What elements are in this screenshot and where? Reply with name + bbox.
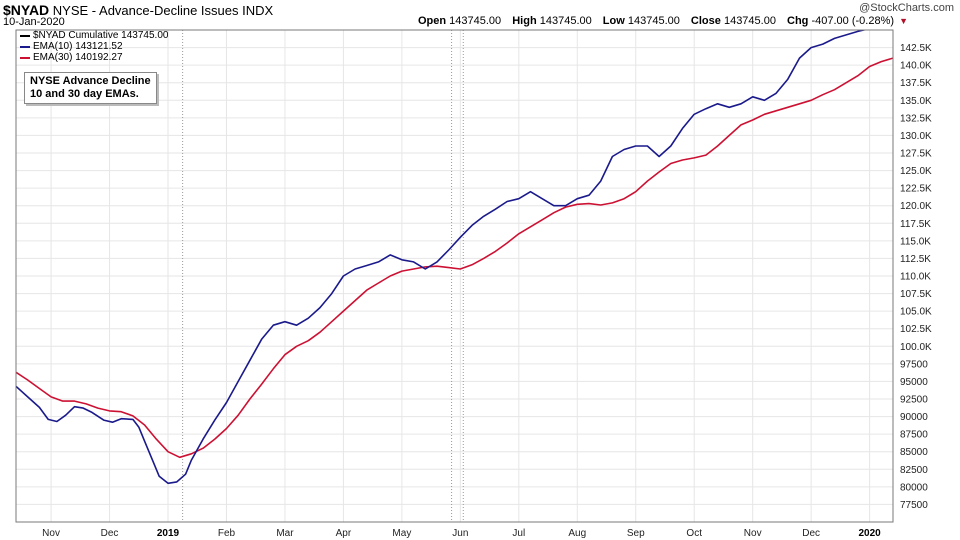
y-tick-label: 130.0K: [900, 131, 932, 142]
y-tick-label: 115.0K: [900, 236, 931, 247]
y-tick-label: 142.5K: [900, 43, 932, 54]
x-tick-label: Sep: [627, 528, 645, 539]
annotation-box: NYSE Advance Decline 10 and 30 day EMAs.: [24, 72, 157, 104]
high-label: High: [512, 15, 537, 27]
symbol: $NYAD: [3, 2, 50, 18]
high-value: 143745.00: [539, 15, 592, 27]
plot-frame: [15, 29, 894, 523]
open-label: Open: [417, 15, 447, 27]
y-tick-label: 117.5K: [900, 219, 931, 230]
y-tick-label: 125.0K: [900, 166, 932, 177]
x-tick-label: Aug: [568, 528, 586, 539]
symbol-description: NYSE - Advance-Decline Issues: [52, 3, 239, 18]
x-tick-label: Dec: [802, 528, 820, 539]
y-tick-label: 112.5K: [900, 254, 931, 265]
y-tick-label: 127.5K: [900, 149, 932, 160]
legend-item-ema10: EMA(10) 143121.52: [20, 41, 168, 52]
y-tick-label: 102.5K: [900, 324, 932, 335]
x-tick-label: Apr: [336, 528, 352, 539]
chg-label: Chg: [787, 15, 809, 27]
y-tick-label: 77500: [900, 500, 928, 511]
down-triangle-icon: ▼: [899, 16, 908, 26]
y-tick-label: 120.0K: [900, 201, 932, 212]
y-tick-label: 95000: [900, 377, 928, 388]
watermark: @StockCharts.com: [859, 2, 954, 14]
y-tick-label: 100.0K: [900, 342, 932, 353]
series-line-ema10: [16, 30, 868, 485]
y-tick-label: 140.0K: [900, 61, 932, 72]
annotation-line-1: NYSE Advance Decline: [30, 75, 151, 87]
x-tick-label: Dec: [101, 528, 119, 539]
close-value: 143745.00: [723, 15, 776, 27]
low-label: Low: [602, 15, 625, 27]
y-tick-label: 107.5K: [900, 289, 932, 300]
legend-label-ema10: EMA(10) 143121.52: [33, 41, 123, 52]
legend-swatch: [20, 56, 30, 59]
y-tick-label: 105.0K: [900, 307, 932, 318]
y-tick-label: 110.0K: [900, 272, 931, 283]
legend-label-ema30: EMA(30) 140192.27: [33, 52, 123, 63]
x-tick-label: May: [392, 528, 411, 539]
exchange: INDX: [242, 3, 274, 18]
low-value: 143745.00: [627, 15, 680, 27]
series-line-ema30: [16, 57, 893, 459]
legend-item-cumulative: $NYAD Cumulative 143745.00: [20, 30, 168, 41]
x-tick-label: Nov: [42, 528, 60, 539]
symbol-line: $NYAD NYSE - Advance-Decline Issues INDX: [3, 2, 273, 18]
y-tick-label: 80000: [900, 482, 928, 493]
y-tick-label: 85000: [900, 447, 928, 458]
y-tick-label: 92500: [900, 395, 928, 406]
chg-value: -407.00 (-0.28%): [811, 15, 895, 27]
x-tick-label: Jun: [452, 528, 468, 539]
y-tick-label: 97500: [900, 359, 928, 370]
y-tick-label: 135.0K: [900, 96, 932, 107]
x-tick-label: 2019: [157, 528, 180, 539]
y-tick-label: 122.5K: [900, 184, 932, 195]
y-tick-label: 137.5K: [900, 78, 932, 89]
x-tick-label: Feb: [218, 528, 236, 539]
x-tick-label: Oct: [686, 528, 702, 539]
close-label: Close: [690, 15, 721, 27]
legend-label-cumulative: $NYAD Cumulative 143745.00: [33, 30, 169, 41]
y-tick-label: 132.5K: [900, 113, 932, 124]
annotation-line-2: 10 and 30 day EMAs.: [30, 88, 139, 100]
legend-swatch: [20, 34, 30, 37]
x-tick-label: Jul: [512, 528, 525, 539]
legend-swatch: [20, 45, 30, 48]
open-value: 143745.00: [449, 15, 502, 27]
x-tick-label: 2020: [858, 528, 881, 539]
y-tick-label: 82500: [900, 465, 928, 476]
chart-date: 10-Jan-2020: [3, 16, 65, 28]
chart-legend: $NYAD Cumulative 143745.00 EMA(10) 14312…: [20, 30, 168, 63]
legend-item-ema30: EMA(30) 140192.27: [20, 52, 168, 63]
ohlc-readout: Open 143745.00 High 143745.00 Low 143745…: [410, 15, 908, 27]
y-tick-label: 90000: [900, 412, 928, 423]
x-tick-label: Mar: [276, 528, 294, 539]
x-tick-label: Nov: [744, 528, 762, 539]
y-tick-label: 87500: [900, 430, 928, 441]
